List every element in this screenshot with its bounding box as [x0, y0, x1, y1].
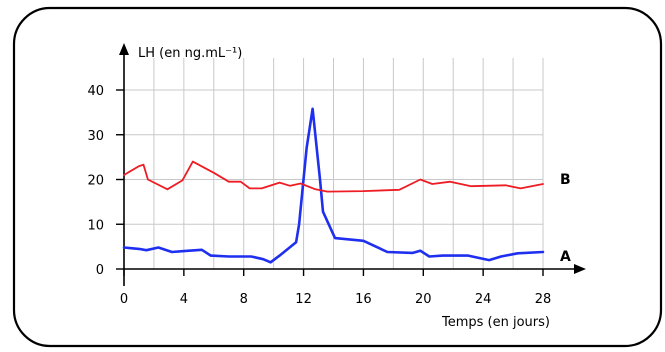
x-tick-label: 20 — [415, 292, 432, 307]
y-axis-arrow — [119, 43, 129, 55]
x-tick-label: 0 — [120, 292, 128, 307]
series-line-a — [122, 107, 545, 264]
x-tick-label: 24 — [475, 292, 492, 307]
series-group — [122, 107, 545, 264]
y-tick-label: 20 — [87, 174, 104, 189]
x-axis-label: Temps (en jours) — [441, 315, 550, 330]
y-tick-label: 10 — [87, 218, 104, 233]
chart-border — [12, 6, 663, 348]
series-label-b: B — [560, 172, 571, 188]
x-tick-label: 4 — [180, 292, 188, 307]
x-tick-label: 16 — [355, 292, 372, 307]
x-tick-label: 8 — [240, 292, 248, 307]
y-tick-label: 0 — [96, 263, 104, 278]
x-tick-label: 28 — [535, 292, 552, 307]
tick-labels: 0 4 8 12 16 20 24 28 0 10 20 30 40 — [87, 84, 551, 307]
series-label-a: A — [560, 249, 571, 265]
x-tick-label: 12 — [295, 292, 312, 307]
grid — [124, 58, 544, 269]
series-line-b — [123, 160, 544, 193]
y-tick-label: 40 — [87, 84, 104, 99]
x-axis-arrow — [574, 264, 586, 274]
y-tick-label: 30 — [87, 129, 104, 144]
y-axis-label: LH (en ng.mL⁻¹) — [138, 46, 242, 61]
